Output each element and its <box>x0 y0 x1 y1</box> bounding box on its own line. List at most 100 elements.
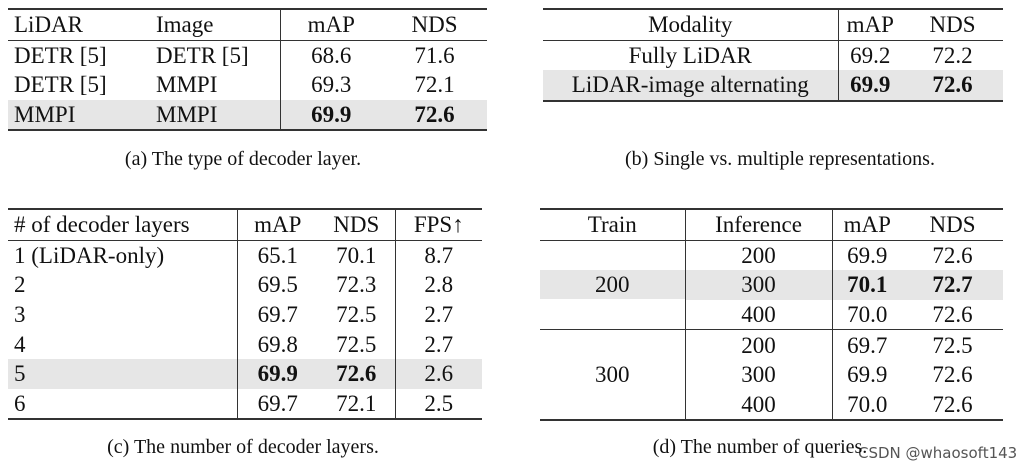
cell: 72.6 <box>932 242 973 268</box>
cell: 72.6 <box>318 358 396 389</box>
header-cell: mAP <box>838 7 902 41</box>
caption: (c) The number of decoder layers. <box>107 436 379 458</box>
caption: (d) The number of queries. <box>652 436 868 458</box>
caption: (b) Single vs. multiple representations. <box>625 148 935 170</box>
cell: 72.6 <box>932 362 973 388</box>
cell: 71.6 <box>414 42 455 68</box>
cell: 2 <box>8 270 238 300</box>
row: DETR [5] DETR [5] 68.6 71.6 <box>8 40 487 71</box>
table: LiDAR Image mAP NDS DETR [5] DETR [5] 68.6 71.6… <box>8 7 487 132</box>
cell: 72.2 <box>932 42 973 68</box>
header-cell: # of decoder layers <box>8 207 238 241</box>
cell: 2.7 <box>424 331 454 357</box>
cell: 300 <box>685 270 833 300</box>
cell: 200 <box>685 240 833 271</box>
header-cell: mAP <box>237 207 318 241</box>
cell: 69.9 <box>280 99 382 132</box>
cell: 72.1 <box>318 388 396 421</box>
cell: 72.6 <box>382 99 487 132</box>
cell: 70.1 <box>832 270 902 300</box>
row: DETR [5] MMPI 69.3 72.1 <box>8 70 487 100</box>
header-cell: Modality <box>543 7 839 41</box>
row: 6 69.7 72.1 2.5 <box>8 388 482 421</box>
row: Fully LiDAR 69.2 72.2 <box>543 40 1003 71</box>
header-cell: NDS <box>902 7 1003 41</box>
row: 4 69.8 72.5 2.7 <box>8 329 482 359</box>
cell: 72.5 <box>932 332 973 358</box>
header-row: Modality mAP NDS <box>543 7 1003 41</box>
cell: 6 <box>8 388 238 421</box>
header-cell: mAP <box>832 207 902 241</box>
cell: 69.9 <box>847 242 888 268</box>
row: 5 69.9 72.6 2.6 <box>8 358 482 389</box>
cell: 68.6 <box>311 42 352 68</box>
cell: LiDAR-image alternating <box>543 70 839 102</box>
header-cell: FPS↑ <box>395 207 482 241</box>
row: 300 70.1 72.7 <box>540 270 1003 300</box>
watermark: CSDN @whaosoft143 <box>858 444 1018 462</box>
header-row: Train Inference mAP NDS <box>540 207 1003 241</box>
cell: MMPI <box>150 70 281 100</box>
cell: 4 <box>8 329 238 359</box>
cell: 69.7 <box>237 388 318 421</box>
cell: 69.7 <box>847 332 888 358</box>
cell: 2.6 <box>395 358 482 389</box>
header-row: # of decoder layers mAP NDS FPS↑ <box>8 207 482 241</box>
header-cell: LiDAR <box>8 7 150 41</box>
cell: DETR [5] <box>14 42 107 68</box>
cell: 300 <box>685 359 833 390</box>
cell: Fully LiDAR <box>543 40 839 71</box>
table: Train Inference mAP NDS 200 200 69.9 72.6 300 70.… <box>540 207 1003 422</box>
cell: 72.3 <box>318 270 396 300</box>
cell: 69.5 <box>257 272 298 298</box>
row: 3 69.7 72.5 2.7 <box>8 299 482 330</box>
cell: 69.3 <box>311 72 352 98</box>
cell: 65.1 <box>257 242 298 268</box>
header-cell: NDS <box>382 7 487 41</box>
cell: 69.7 <box>257 302 298 328</box>
header-cell: Inference <box>685 207 833 241</box>
cell: 72.1 <box>414 72 455 98</box>
row: MMPI MMPI 69.9 72.6 <box>8 99 487 132</box>
row: 1 (LiDAR-only) 65.1 70.1 8.7 <box>8 240 482 271</box>
cell: 3 <box>8 299 238 330</box>
train-cell: 300 <box>540 329 686 422</box>
row: 2 69.5 72.3 2.8 <box>8 270 482 300</box>
cell: DETR [5] <box>150 40 281 71</box>
cell: 5 <box>8 358 238 389</box>
cell: 72.5 <box>318 299 396 330</box>
cell: 69.9 <box>237 358 318 389</box>
cell: 72.5 <box>318 329 396 359</box>
cell: DETR [5] <box>14 72 107 98</box>
cell: 2.7 <box>424 302 454 328</box>
cell: 72.6 <box>902 389 1003 422</box>
cell: 400 <box>685 299 833 331</box>
header-cell: NDS <box>318 207 396 241</box>
caption: (a) The type of decoder layer. <box>124 148 362 170</box>
cell: 72.6 <box>902 299 1003 331</box>
table: # of decoder layers mAP NDS FPS↑ 1 (LiDAR-on… <box>8 207 482 421</box>
cell: 70.0 <box>832 299 902 331</box>
cell: 69.9 <box>847 362 888 388</box>
header-cell: Image <box>150 7 281 41</box>
cell: 200 <box>685 329 833 360</box>
cell: 69.2 <box>850 42 891 68</box>
row: LiDAR-image alternating 69.9 72.6 <box>543 70 1003 102</box>
cell: 70.1 <box>318 240 396 271</box>
cell: 8.7 <box>424 242 454 268</box>
row: 400 70.0 72.6 <box>540 389 1003 422</box>
header-cell: Train <box>540 207 686 241</box>
row: 300 200 69.7 72.5 <box>540 329 1003 422</box>
table: Modality mAP NDS Fully LiDAR 69.2 72.2 LiDAR-i… <box>543 7 1003 102</box>
cell: 69.8 <box>257 331 298 357</box>
cell: 2.5 <box>395 388 482 421</box>
row: 400 70.0 72.6 <box>540 299 1003 331</box>
cell: 1 (LiDAR-only) <box>8 240 238 271</box>
header-row: LiDAR Image mAP NDS <box>8 7 487 41</box>
header-cell: mAP <box>280 7 382 41</box>
row: 300 69.9 72.6 <box>540 359 1003 390</box>
cell: 70.0 <box>832 389 902 422</box>
cell: 69.9 <box>838 70 902 102</box>
cell: MMPI <box>8 99 150 132</box>
